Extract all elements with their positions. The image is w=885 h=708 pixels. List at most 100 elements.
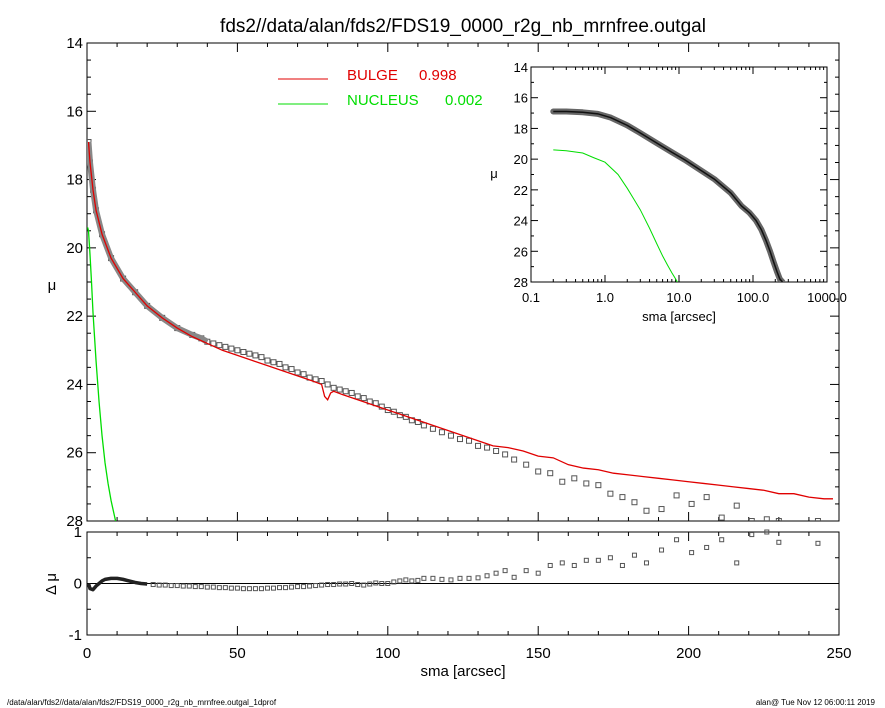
data-point (234, 347, 241, 354)
inset-y-axis-label: μ (490, 166, 498, 181)
residual-point (186, 583, 192, 589)
data-point (511, 456, 518, 463)
residual-point (216, 585, 222, 591)
residual-point (373, 580, 379, 586)
legend-bulge-label: BULGE (347, 67, 398, 84)
residual-point (222, 585, 228, 591)
data-point (240, 348, 247, 355)
residual-point (295, 584, 301, 590)
data-point (484, 444, 491, 451)
residual-point (511, 574, 517, 580)
inset-background (531, 67, 827, 282)
residual-point (689, 550, 695, 556)
data-point (414, 418, 421, 425)
residual-point (277, 585, 283, 591)
residual-point (246, 586, 252, 592)
inset-x-tick-label: 1.0 (596, 290, 614, 305)
residual-point (252, 586, 258, 592)
residual-point (457, 575, 463, 581)
data-point (384, 407, 391, 414)
residual-point (174, 583, 180, 589)
residual-point (258, 586, 264, 592)
data-point (535, 468, 542, 475)
residual-point (559, 560, 565, 566)
main-x-axis-label: sma [arcsec] (420, 663, 505, 680)
data-point (718, 514, 725, 521)
legend-nucleus-value: 0.002 (445, 92, 483, 109)
residual-point (337, 581, 343, 587)
data-point (658, 506, 665, 513)
residual-y-tick-label: -1 (69, 627, 82, 644)
residual-point (776, 539, 782, 545)
data-point (595, 482, 602, 489)
data-point (456, 436, 463, 443)
residual-point (547, 562, 553, 568)
residual-point (430, 575, 436, 581)
residual-point (210, 584, 216, 590)
residual-point (198, 584, 204, 590)
residual-point (156, 582, 162, 588)
residual-point (719, 537, 725, 543)
residual-point (631, 552, 637, 558)
data-point (571, 475, 578, 482)
data-point (429, 425, 436, 432)
residual-point (240, 586, 246, 592)
data-point (216, 342, 223, 349)
x-tick-label: 50 (229, 645, 246, 662)
residual-point (583, 557, 589, 563)
residual-point (270, 585, 276, 591)
residual-point (674, 537, 680, 543)
residual-point (403, 577, 409, 583)
main-data-layer (87, 139, 833, 521)
residual-point (815, 540, 821, 546)
residual-point (659, 547, 665, 553)
residual-point (168, 583, 174, 589)
data-point (733, 502, 740, 509)
residual-point (421, 575, 427, 581)
inset-x-axis-label: sma [arcsec] (642, 309, 716, 324)
inset-x-tick-label: 100.0 (737, 290, 770, 305)
chart-title: fds2//data/alan/fds2/FDS19_0000_r2g_nb_m… (220, 16, 706, 37)
inset-x-tick-label: 0.1 (522, 290, 540, 305)
data-point (607, 490, 614, 497)
residual-band (86, 576, 148, 592)
residual-point (343, 581, 349, 587)
data-point (228, 345, 235, 352)
footer-file-path: /data/alan/fds2//data/alan/fds2/FDS19_00… (7, 698, 277, 707)
data-point (559, 478, 566, 485)
data-point (438, 429, 445, 436)
residual-point (349, 581, 355, 586)
residual-point (749, 532, 755, 538)
data-point (342, 388, 349, 395)
residual-point (535, 570, 541, 576)
main-y-tick-label: 24 (66, 376, 83, 393)
x-tick-label: 200 (676, 645, 701, 662)
data-point (336, 386, 343, 393)
data-point (547, 470, 554, 477)
residual-point (607, 555, 613, 561)
residual-point (415, 577, 421, 583)
data-point (282, 364, 289, 371)
data-point (348, 389, 355, 396)
data-point (270, 359, 277, 366)
residual-point (361, 582, 367, 588)
data-point (354, 393, 361, 400)
residual-point (180, 583, 186, 589)
x-tick-label: 100 (375, 645, 400, 662)
residual-point (331, 582, 337, 588)
data-point (775, 518, 782, 521)
residual-point (228, 585, 234, 591)
data-point (246, 350, 253, 357)
residual-point (397, 578, 403, 584)
data-point (330, 384, 337, 391)
data-point (619, 494, 626, 501)
data-point (420, 422, 427, 429)
inset-x-tick-label: 1000.0 (807, 290, 847, 305)
residual-point (150, 582, 156, 588)
data-point (502, 451, 509, 458)
residual-point (162, 582, 168, 588)
residual-point (204, 584, 210, 590)
residual-point (619, 562, 625, 568)
